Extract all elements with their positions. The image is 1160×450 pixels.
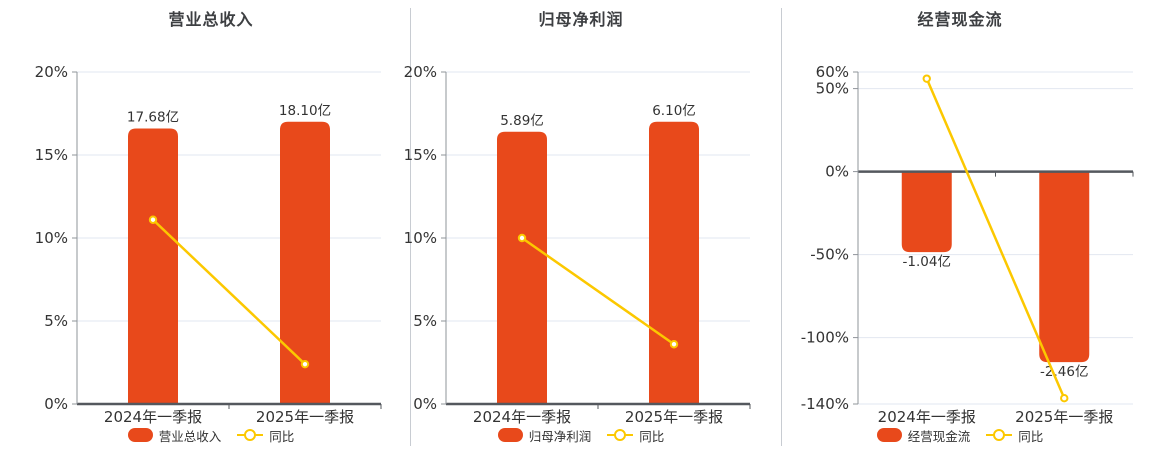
y-tick-label: 10% <box>35 229 68 247</box>
bar-swatch-icon <box>876 428 902 442</box>
yoy-line-point[interactable] <box>669 340 679 349</box>
y-tick-label: 0% <box>44 395 68 413</box>
y-tick-label: 15% <box>404 146 437 164</box>
x-category-label: 2025年一季报 <box>1015 408 1113 426</box>
bar[interactable] <box>280 121 330 405</box>
panel-title: 营业总收入 <box>168 10 254 29</box>
legend-bar-label: 营业总收入 <box>158 428 222 444</box>
line-marker-icon <box>237 428 264 442</box>
bar-value-label: -2.46亿 <box>1040 364 1088 380</box>
y-tick-label: -140% <box>801 395 849 413</box>
y-tick-label: 20% <box>35 63 68 81</box>
legend-item-bar[interactable]: 经营现金流 <box>876 426 971 445</box>
legend: 营业总收入 同比 <box>41 426 381 444</box>
bar[interactable] <box>901 171 952 253</box>
yoy-line[interactable] <box>520 236 676 346</box>
bar-value-label: -1.04亿 <box>903 254 951 270</box>
y-tick-label: 5% <box>413 312 437 330</box>
legend: 经营现金流 同比 <box>790 426 1130 444</box>
bar-value-label: 5.89亿 <box>500 113 544 129</box>
bar-swatch-icon <box>127 428 153 442</box>
y-tick-label: 10% <box>404 229 437 247</box>
line-marker-icon <box>986 428 1013 442</box>
yoy-line-point[interactable] <box>300 359 310 369</box>
y-tick-label: 50% <box>816 80 849 98</box>
legend-bar-label: 经营现金流 <box>907 428 971 444</box>
y-tick-label: 0% <box>413 395 437 413</box>
legend-line-label: 同比 <box>639 428 665 444</box>
bar[interactable] <box>1039 171 1090 363</box>
x-category-label: 2024年一季报 <box>473 408 571 426</box>
yoy-line-point[interactable] <box>148 215 158 224</box>
yoy-line-point[interactable] <box>1060 393 1069 403</box>
line-marker-icon <box>607 428 634 442</box>
y-tick-label: 20% <box>404 63 437 81</box>
yoy-line[interactable] <box>151 218 307 366</box>
y-tick-label: 5% <box>44 312 68 330</box>
bar-swatch-icon <box>497 428 523 442</box>
chart-panel: 60%50% 0% -50% -100% -140% -1.04亿 -2.46亿 2024年一… <box>801 63 1134 426</box>
panel-title: 经营现金流 <box>917 10 1003 29</box>
bar-value-label: 6.10亿 <box>652 103 696 119</box>
yoy-line-point[interactable] <box>922 74 931 83</box>
y-tick-label: 0% <box>825 163 849 181</box>
bar[interactable] <box>497 131 547 404</box>
legend: 归母净利润 同比 <box>411 426 751 444</box>
x-category-label: 2024年一季报 <box>878 408 976 426</box>
yoy-line-point[interactable] <box>517 233 527 243</box>
y-tick-label: 15% <box>35 146 68 164</box>
chart-panel: 20% 15% 10% 5% 0% 5.89亿 6.10亿 2024年一季报 2025年一季报 <box>404 63 751 426</box>
bar[interactable] <box>128 128 178 404</box>
legend-item-bar[interactable]: 营业总收入 <box>127 426 222 445</box>
y-tick-label: -100% <box>801 329 849 347</box>
x-category-label: 2025年一季报 <box>625 408 723 426</box>
legend-line-label: 同比 <box>269 428 295 444</box>
legend-line-label: 同比 <box>1018 428 1044 444</box>
chart-panel: 20% 15% 10% 5% 0% 17.68亿 18.10亿 2024年一季报 2025年一季… <box>35 63 382 426</box>
legend-item-line[interactable]: 同比 <box>237 426 294 445</box>
legend-item-line[interactable]: 同比 <box>607 426 664 445</box>
bar-value-label: 17.68亿 <box>127 109 179 125</box>
legend-bar-label: 归母净利润 <box>528 428 592 444</box>
yoy-line[interactable] <box>925 77 1066 400</box>
y-tick-label: 60% <box>816 63 849 81</box>
legend-item-bar[interactable]: 归母净利润 <box>497 426 592 445</box>
legend-item-line[interactable]: 同比 <box>986 426 1043 445</box>
bar-value-label: 18.10亿 <box>279 103 331 119</box>
y-tick-label: -50% <box>810 246 849 264</box>
bar[interactable] <box>649 121 699 405</box>
x-category-label: 2024年一季报 <box>104 408 202 426</box>
panel-title: 归母净利润 <box>538 10 624 29</box>
x-category-label: 2025年一季报 <box>256 408 354 426</box>
